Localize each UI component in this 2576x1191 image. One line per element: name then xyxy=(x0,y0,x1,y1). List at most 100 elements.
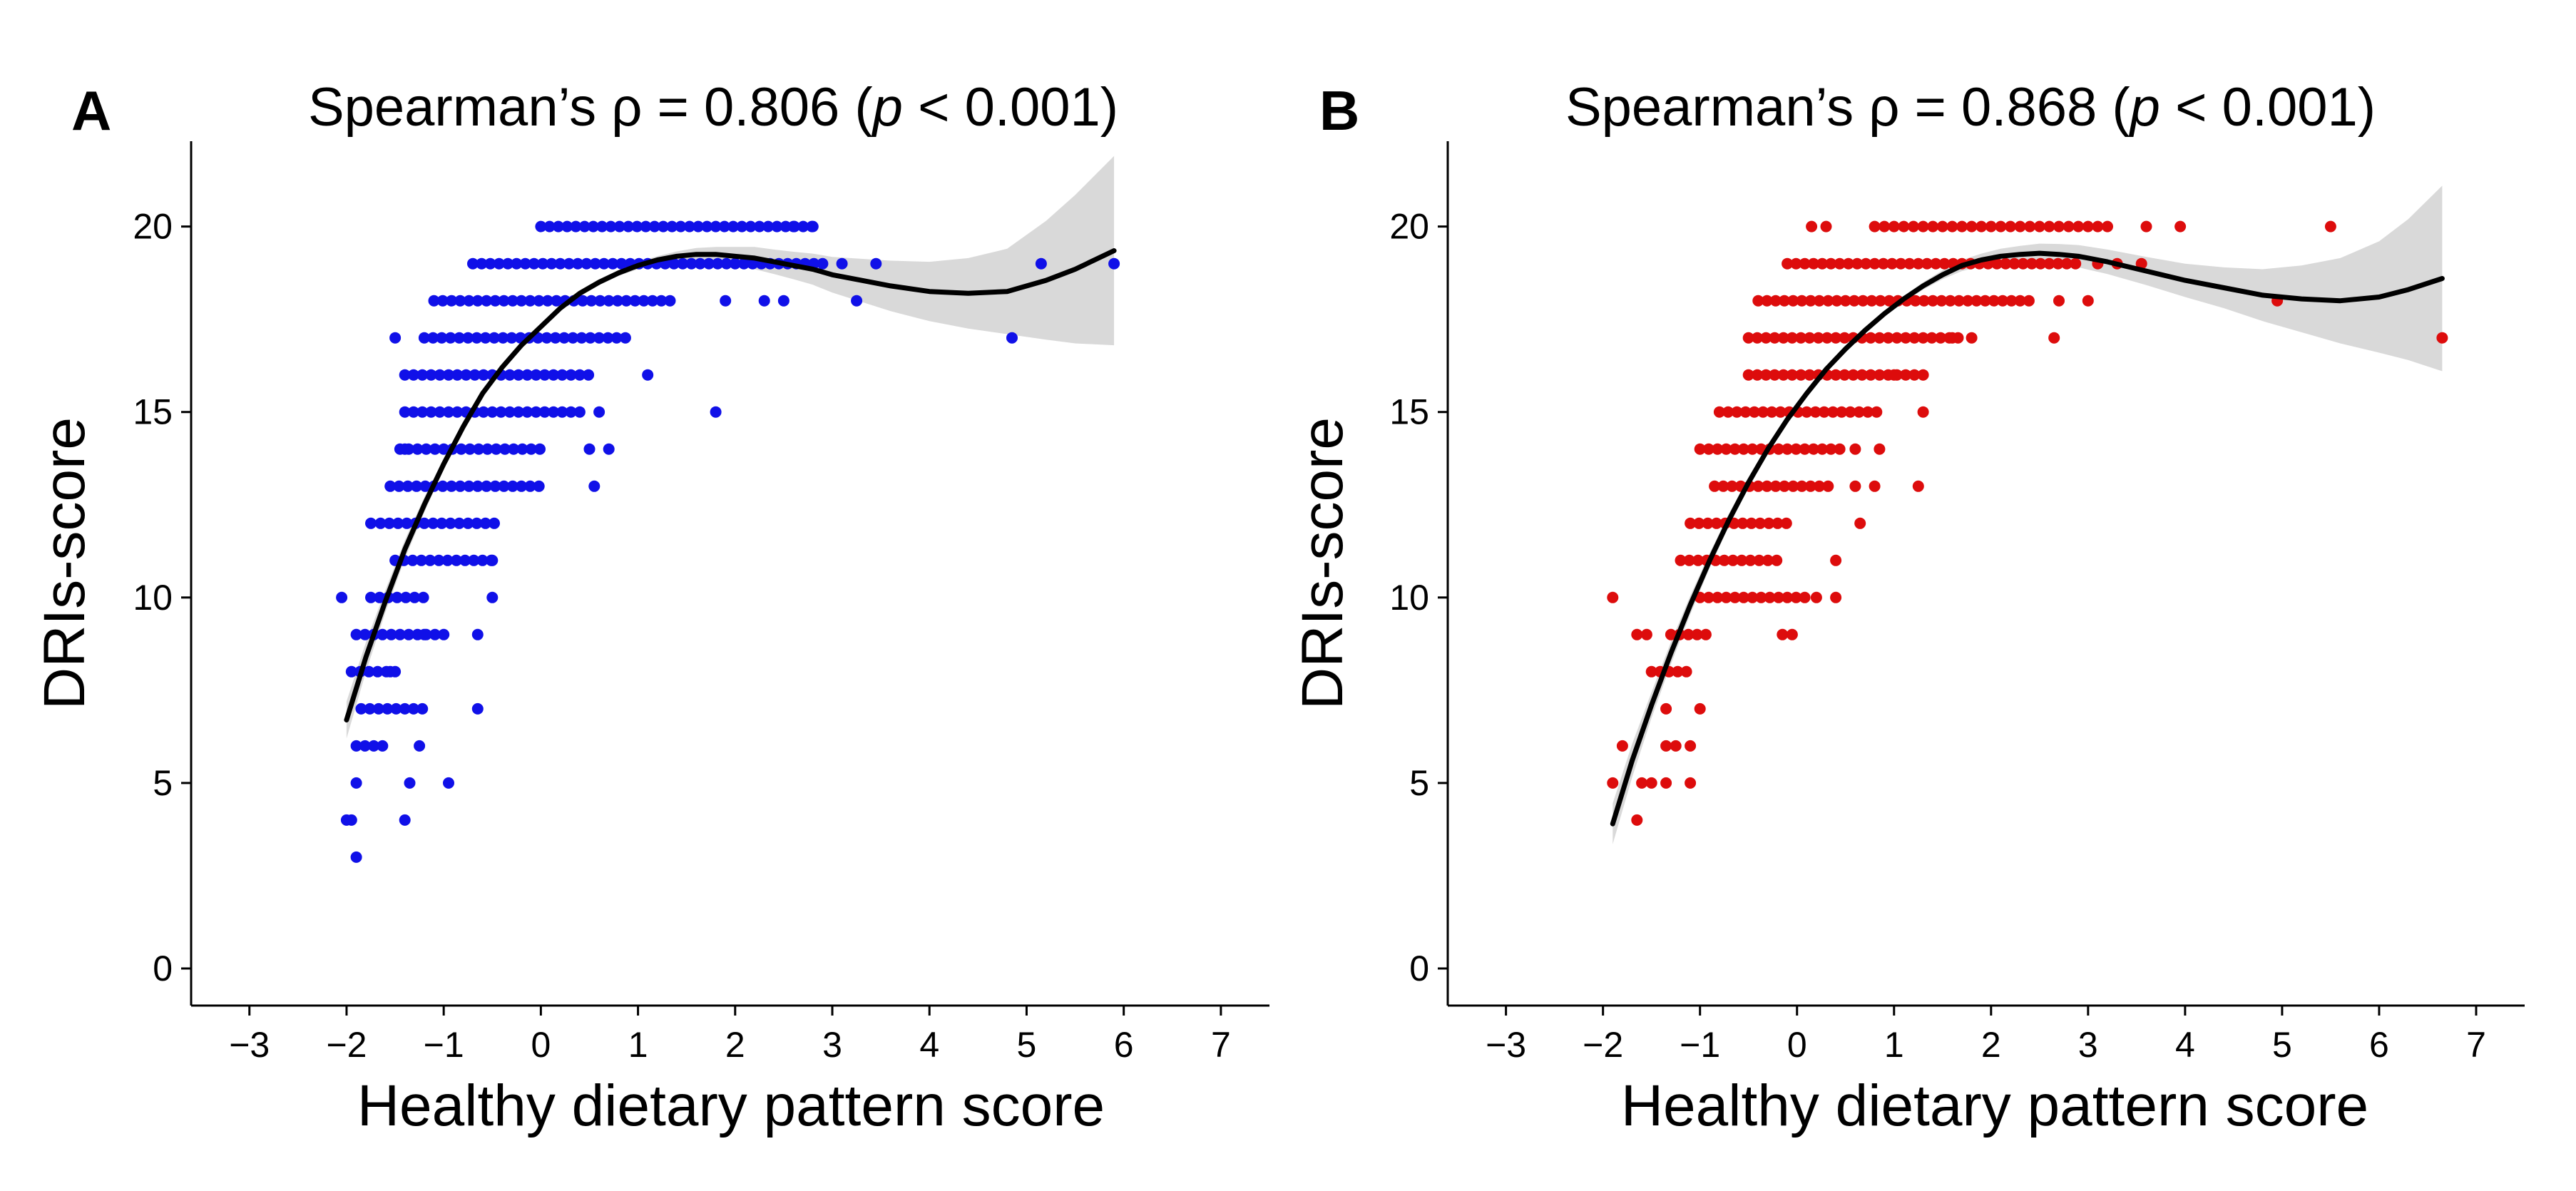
scatter-point xyxy=(1917,332,1929,344)
scatter-point xyxy=(1816,443,1829,455)
scatter-point xyxy=(1795,332,1807,344)
scatter-point xyxy=(1900,332,1912,344)
scatter-point xyxy=(1877,257,1889,270)
scatter-point xyxy=(1874,295,1886,307)
scatter-point xyxy=(434,369,446,381)
scatter-point xyxy=(433,554,445,566)
scatter-point xyxy=(556,406,568,418)
scatter-point xyxy=(454,332,465,344)
x-tick-label: −1 xyxy=(424,1025,464,1065)
scatter-point xyxy=(384,480,397,492)
scatter-point xyxy=(1807,257,1819,270)
scatter-point xyxy=(1796,480,1808,492)
scatter-point xyxy=(1672,665,1684,678)
scatter-point xyxy=(404,777,416,789)
scatter-point xyxy=(415,554,427,566)
scatter-point xyxy=(565,369,577,381)
scatter-point xyxy=(1849,480,1861,492)
scatter-point xyxy=(1856,369,1868,381)
scatter-point xyxy=(1956,220,1968,232)
scatter-point xyxy=(1918,295,1930,307)
scatter-point xyxy=(1790,591,1802,603)
scatter-point xyxy=(402,480,414,492)
scatter-point xyxy=(1985,220,1997,232)
scatter-point xyxy=(720,257,732,270)
scatter-point xyxy=(506,295,518,307)
scatter-point xyxy=(605,220,617,232)
scatter-point xyxy=(454,480,466,492)
scatter-point xyxy=(1796,295,1808,307)
scatter-point xyxy=(495,406,507,418)
scatter-point xyxy=(511,257,523,270)
scatter-point xyxy=(1966,332,1978,344)
scatter-point xyxy=(451,369,464,381)
scatter-point xyxy=(417,591,429,603)
x-tick-label: −1 xyxy=(1680,1025,1720,1065)
scatter-point xyxy=(2140,220,2152,232)
scatter-point xyxy=(429,443,441,455)
scatter-point xyxy=(1871,406,1883,418)
y-tick-label: 5 xyxy=(153,763,173,803)
scatter-point xyxy=(1777,628,1789,640)
scatter-point xyxy=(572,257,584,270)
scatter-point xyxy=(552,220,564,232)
scatter-point xyxy=(350,851,362,863)
scatter-point xyxy=(363,665,375,678)
scatter-point xyxy=(870,257,882,270)
scatter-point xyxy=(1786,369,1798,381)
scatter-point xyxy=(345,665,357,678)
scatter-point xyxy=(1616,740,1628,752)
scatter-point xyxy=(648,220,660,232)
axes-layer: −3 −2 −1 0 1 2 3 4 5 6 7 0 5 10 15 20 xyxy=(1389,141,2525,1065)
scatter-point xyxy=(1891,332,1903,344)
scatter-point xyxy=(1722,406,1734,418)
scatter-point xyxy=(1820,220,1832,232)
scatter-point xyxy=(1827,406,1839,418)
scatter-point xyxy=(1908,332,1921,344)
scatter-point xyxy=(1786,332,1798,344)
scatter-point xyxy=(1782,257,1794,270)
scatter-point xyxy=(1888,220,1900,232)
scatter-point xyxy=(807,220,819,232)
scatter-point xyxy=(1745,517,1757,529)
scatter-point xyxy=(1790,443,1802,455)
scatter-point xyxy=(1809,406,1821,418)
scatter-point xyxy=(1769,480,1782,492)
scatter-point xyxy=(2102,220,2113,232)
scatter-point xyxy=(1814,295,1825,307)
scatter-point xyxy=(2000,257,2012,270)
scatter-point xyxy=(1747,591,1759,603)
scatter-point xyxy=(403,628,415,640)
scatter-point xyxy=(489,332,500,344)
scatter-point xyxy=(1790,257,1802,270)
y-tick-label: 20 xyxy=(1389,207,1429,247)
scatter-point xyxy=(1713,406,1725,418)
x-tick-label: 0 xyxy=(1787,1025,1807,1065)
scatter-point xyxy=(489,480,501,492)
scatter-point xyxy=(1755,591,1767,603)
scatter-point xyxy=(407,369,419,381)
scatter-point xyxy=(1660,740,1672,752)
scatter-point xyxy=(425,369,437,381)
x-tick-label: 2 xyxy=(725,1025,745,1065)
scatter-point xyxy=(1035,257,1047,270)
scatter-point xyxy=(446,295,458,307)
scatter-point xyxy=(377,628,389,640)
scatter-point xyxy=(537,257,549,270)
x-tick-label: 7 xyxy=(1211,1025,1231,1065)
scatter-point xyxy=(658,220,669,232)
scatter-point xyxy=(454,295,466,307)
scatter-point xyxy=(1936,295,1948,307)
scatter-point xyxy=(2014,220,2026,232)
scatter-point xyxy=(1879,220,1891,232)
scatter-point xyxy=(416,369,429,381)
scatter-point xyxy=(2014,295,2026,307)
scatter-point xyxy=(1995,220,2007,232)
scatter-point xyxy=(471,480,484,492)
scatter-point xyxy=(1787,295,1799,307)
scatter-point xyxy=(535,220,547,232)
scatter-point xyxy=(2053,220,2065,232)
confidence-band xyxy=(1612,185,2443,844)
scatter-point xyxy=(556,369,568,381)
scatter-point xyxy=(1693,517,1705,529)
